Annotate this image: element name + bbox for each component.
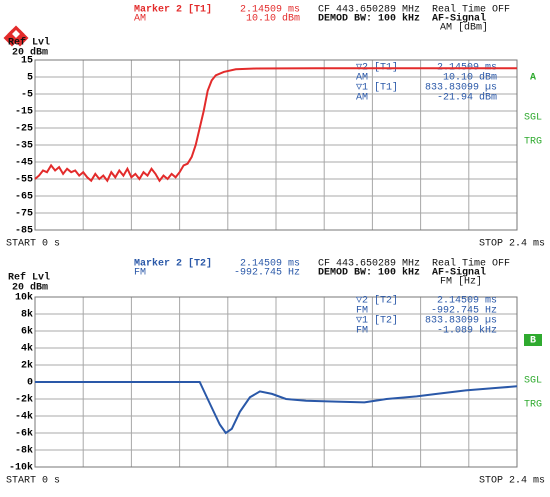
screen-text: B [530,336,536,347]
screen-text: Marker 2 [T2] [134,258,212,270]
screen-text: DEMOD BW: 100 kHz [318,267,420,279]
y-tick-label: -45 [15,158,33,169]
screen-text: -992.745 Hz [431,306,497,317]
plot-frame [34,59,518,231]
screen-text: Marker 2 [T1] [134,4,212,16]
y-tick-label: -55 [15,175,33,186]
screen-text: AM [134,14,146,25]
screen-text: 20 dBm [12,282,48,294]
trace-badge [524,334,542,346]
screen-text: 10.10 dBm [246,13,300,25]
screen-text: SGL [524,376,542,387]
screen-text: 2.14509 ms [240,259,300,270]
y-tick-label: 2k [21,360,33,372]
y-tick-label: -15 [15,107,33,118]
y-tick-label: -2k [15,394,33,406]
screen-text: STOP 2.4 ms [479,239,545,250]
screen-text: TRG [524,400,542,411]
y-tick-label: -65 [15,192,33,203]
screen-text: 10.10 dBm [443,72,497,84]
screen-text: STOP 2.4 ms [479,476,545,487]
screen-text: Ref Lvl [8,272,50,284]
y-tick-label: -10k [9,462,33,474]
screen-text: Real Time OFF [432,4,510,16]
screen-text: -1.089 kHz [437,325,497,337]
trace [34,67,517,183]
screen-text: CF 443.650289 MHz [318,259,420,270]
screen-text: AM [dBm] [440,22,488,34]
y-tick-label: 15 [21,56,33,67]
screen-text: Real Time OFF [432,258,510,270]
y-tick-label: -8k [15,445,33,457]
y-tick-label: -75 [15,209,33,220]
screen-text: AM [356,93,368,104]
screen-text: FM [356,326,368,337]
screen-text: FM [356,306,368,317]
screen-text: FM [134,268,146,279]
trace [35,381,518,435]
screen-text: 2.14509 ms [437,296,497,307]
screen-text: SGL [524,113,542,124]
screen-text: START 0 s [6,239,60,250]
y-tick-label: -35 [15,141,33,152]
screen-text: ▽2 [T2] [356,295,398,307]
y-tick-label: 6k [21,326,33,338]
y-tick-label: 10k [15,292,33,304]
y-tick-label: -6k [15,428,33,440]
screen-text: CF 443.650289 MHz [318,5,420,16]
screen-text: AM [356,73,368,84]
screen-text: 20 dBm [12,47,48,59]
screen-text: -21.94 dBm [437,92,497,104]
y-tick-label: 8k [21,309,33,321]
y-tick-label: 0 [27,378,33,389]
screen-text: TRG [524,137,542,148]
screen-text: DEMOD BW: 100 kHz [318,13,420,25]
screen-text: FM [Hz] [440,276,482,288]
screen-text: AF-Signal [432,13,486,25]
screen-text: ▽1 [T2] [356,315,398,327]
screen-text: 2.14509 ms [240,5,300,16]
screen-text: Ref Lvl [8,37,50,49]
screen-text: AF-Signal [432,267,486,279]
screen-text: START 0 s [6,476,60,487]
screen-text: -992.745 Hz [234,268,300,279]
screen-text: ▽1 [T1] [356,82,398,94]
screen-text: 833.83099 µs [425,83,497,94]
y-tick-label: 5 [27,73,33,84]
screen-text: 833.83099 µs [425,316,497,327]
y-tick-label: 4k [21,343,33,355]
y-tick-label: -25 [15,124,33,135]
screen-text: A [530,73,536,84]
y-tick-label: -4k [15,411,33,423]
y-tick-label: -85 [15,226,33,237]
y-tick-label: -5 [21,90,33,101]
